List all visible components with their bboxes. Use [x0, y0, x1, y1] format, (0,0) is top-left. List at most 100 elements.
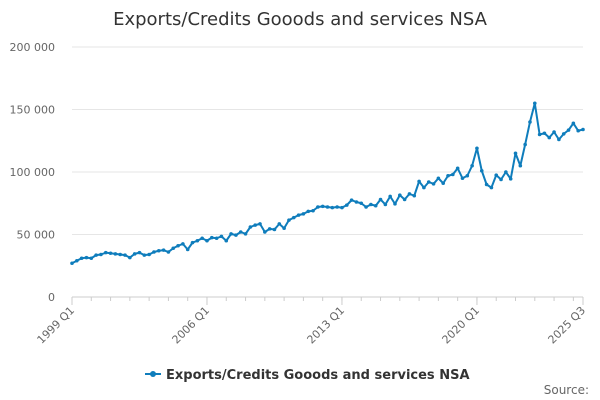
- data-point[interactable]: [258, 222, 262, 226]
- data-point[interactable]: [451, 172, 455, 177]
- data-point[interactable]: [388, 194, 392, 199]
- data-point[interactable]: [359, 201, 364, 206]
- data-point[interactable]: [378, 197, 383, 202]
- data-point[interactable]: [272, 227, 277, 232]
- data-point[interactable]: [407, 192, 412, 196]
- data-point[interactable]: [267, 227, 272, 231]
- data-point[interactable]: [205, 238, 209, 243]
- data-point[interactable]: [417, 179, 421, 184]
- data-point[interactable]: [325, 205, 330, 209]
- data-point[interactable]: [248, 225, 253, 229]
- data-point[interactable]: [190, 240, 195, 245]
- data-point[interactable]: [470, 163, 474, 168]
- data-point[interactable]: [185, 247, 190, 252]
- data-point[interactable]: [123, 253, 127, 257]
- data-point[interactable]: [291, 215, 296, 220]
- data-point[interactable]: [373, 203, 378, 208]
- data-point[interactable]: [349, 198, 354, 202]
- data-point[interactable]: [316, 205, 320, 209]
- data-point[interactable]: [532, 101, 537, 106]
- data-point[interactable]: [282, 226, 286, 231]
- data-point[interactable]: [552, 130, 556, 134]
- data-point[interactable]: [412, 193, 417, 198]
- legend[interactable]: Exports/Credits Gooods and services NSA: [145, 368, 470, 383]
- data-point[interactable]: [89, 256, 94, 261]
- data-point[interactable]: [581, 127, 585, 132]
- data-point[interactable]: [181, 242, 185, 246]
- data-point[interactable]: [465, 173, 470, 178]
- data-point[interactable]: [118, 252, 123, 257]
- data-point[interactable]: [200, 236, 204, 241]
- data-point[interactable]: [431, 182, 436, 186]
- data-point[interactable]: [446, 173, 450, 178]
- data-point[interactable]: [113, 252, 118, 256]
- data-point[interactable]: [537, 132, 542, 137]
- data-point[interactable]: [243, 232, 248, 236]
- data-point[interactable]: [79, 256, 84, 261]
- data-point[interactable]: [311, 208, 315, 213]
- data-point[interactable]: [441, 181, 445, 186]
- data-point[interactable]: [224, 238, 229, 243]
- data-point[interactable]: [99, 252, 103, 257]
- data-point[interactable]: [504, 170, 508, 174]
- data-point[interactable]: [547, 135, 552, 140]
- data-point[interactable]: [494, 173, 499, 177]
- data-point[interactable]: [455, 166, 460, 171]
- data-point[interactable]: [475, 146, 479, 151]
- data-point[interactable]: [229, 232, 233, 236]
- data-point[interactable]: [571, 121, 576, 126]
- data-point[interactable]: [566, 128, 571, 132]
- data-point[interactable]: [94, 253, 98, 257]
- data-point[interactable]: [393, 202, 397, 206]
- data-point[interactable]: [508, 177, 513, 181]
- data-point[interactable]: [84, 255, 89, 260]
- data-point[interactable]: [147, 252, 151, 257]
- data-point[interactable]: [287, 218, 291, 222]
- data-point[interactable]: [383, 202, 388, 207]
- data-point[interactable]: [166, 250, 171, 254]
- data-point[interactable]: [320, 204, 325, 209]
- data-point[interactable]: [436, 176, 441, 181]
- data-point[interactable]: [523, 142, 527, 147]
- data-point[interactable]: [103, 250, 108, 255]
- data-point[interactable]: [171, 246, 176, 251]
- data-point[interactable]: [210, 235, 214, 240]
- data-point[interactable]: [253, 223, 257, 227]
- data-point[interactable]: [128, 255, 132, 260]
- data-point[interactable]: [142, 253, 147, 257]
- data-point[interactable]: [108, 251, 113, 256]
- data-point[interactable]: [70, 261, 74, 266]
- data-point[interactable]: [132, 252, 137, 256]
- data-point[interactable]: [344, 203, 349, 207]
- data-point[interactable]: [402, 197, 407, 202]
- data-point[interactable]: [398, 193, 402, 197]
- data-point[interactable]: [335, 205, 339, 209]
- data-point[interactable]: [296, 213, 301, 217]
- data-point[interactable]: [75, 258, 79, 263]
- data-point[interactable]: [422, 185, 426, 190]
- data-point[interactable]: [137, 250, 142, 255]
- data-point[interactable]: [542, 131, 547, 136]
- data-point[interactable]: [219, 234, 224, 239]
- data-point[interactable]: [513, 151, 518, 156]
- data-point[interactable]: [214, 236, 219, 241]
- data-point[interactable]: [484, 182, 489, 187]
- data-point[interactable]: [557, 137, 561, 142]
- data-point[interactable]: [499, 177, 503, 182]
- data-point[interactable]: [234, 233, 238, 237]
- data-point[interactable]: [364, 205, 368, 209]
- data-point[interactable]: [460, 176, 465, 181]
- data-point[interactable]: [528, 120, 532, 124]
- data-point[interactable]: [369, 202, 373, 207]
- data-point[interactable]: [277, 222, 282, 226]
- data-point[interactable]: [176, 243, 180, 248]
- data-point[interactable]: [238, 230, 243, 234]
- data-point[interactable]: [479, 168, 484, 173]
- data-point[interactable]: [152, 250, 156, 254]
- data-point[interactable]: [161, 248, 166, 252]
- data-point[interactable]: [263, 230, 267, 234]
- data-point[interactable]: [330, 205, 335, 210]
- data-point[interactable]: [156, 248, 161, 253]
- data-point[interactable]: [576, 128, 580, 133]
- data-point[interactable]: [195, 238, 200, 243]
